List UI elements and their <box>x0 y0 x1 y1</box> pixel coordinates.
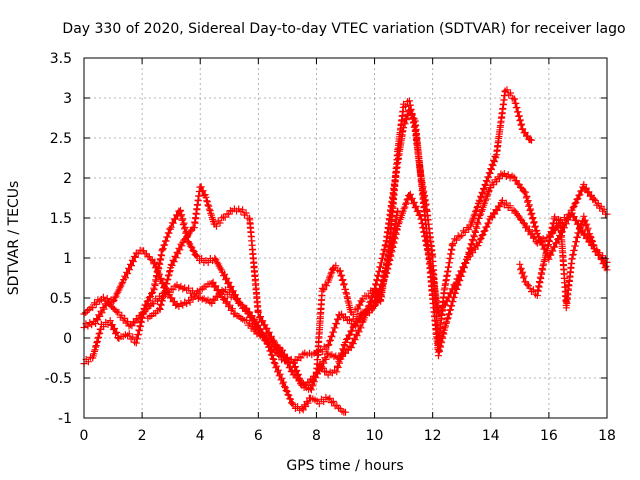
y-tick-label: 1 <box>63 251 72 267</box>
y-tick-label: 2.5 <box>50 131 72 147</box>
chart-title: Day 330 of 2020, Sidereal Day-to-day VTE… <box>62 21 625 37</box>
x-axis-label: GPS time / hours <box>286 458 403 474</box>
x-tick-label: 18 <box>598 428 616 444</box>
y-tick-label: 0 <box>63 331 72 347</box>
x-tick-label: 14 <box>482 428 500 444</box>
y-tick-label: 2 <box>63 171 72 187</box>
series-6 <box>516 212 611 312</box>
x-tick-label: 6 <box>254 428 263 444</box>
y-tick-label: 1.5 <box>50 211 72 227</box>
x-tick-label: 0 <box>80 428 89 444</box>
series-5 <box>312 207 402 377</box>
y-tick-label: 3 <box>63 91 72 107</box>
series-markers <box>312 207 402 377</box>
x-tick-label: 12 <box>424 428 442 444</box>
x-tick-label: 2 <box>138 428 147 444</box>
axis-ticks: 0 2 4 6 8 10 12 14 16 18 -1 -0.5 0 0.5 1 1.5 2 2.5 3 3.5 <box>45 51 616 444</box>
x-tick-label: 10 <box>366 428 384 444</box>
y-tick-label: -1 <box>58 411 72 427</box>
x-tick-label: 8 <box>312 428 321 444</box>
y-tick-label: -0.5 <box>45 371 72 387</box>
y-tick-label: 0.5 <box>50 291 72 307</box>
series-markers <box>516 212 611 312</box>
x-tick-label: 16 <box>540 428 558 444</box>
y-tick-label: 3.5 <box>50 51 72 67</box>
plot-frame <box>83 57 608 419</box>
y-axis-label: SDTVAR / TECUs <box>6 181 22 296</box>
x-tick-label: 4 <box>196 428 205 444</box>
